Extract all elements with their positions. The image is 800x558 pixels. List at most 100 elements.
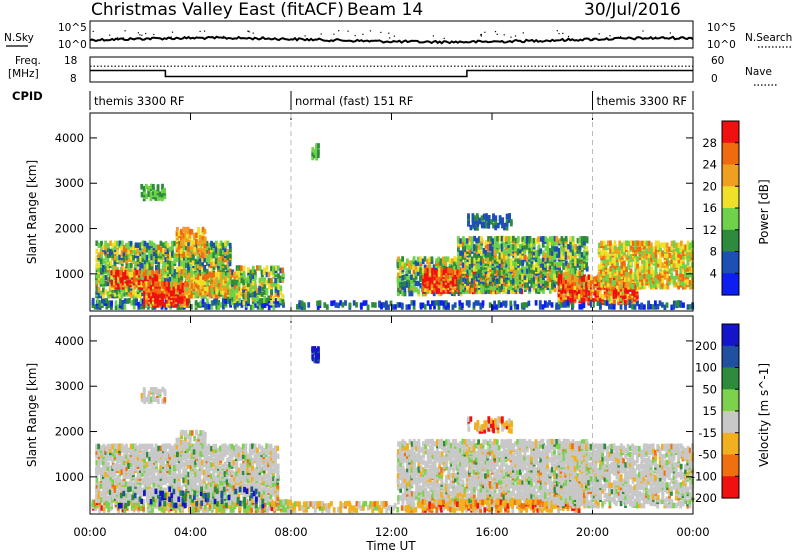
power-cell (480, 236, 483, 242)
power-cell (277, 290, 280, 296)
power-cell (462, 262, 465, 268)
colorbar-tick-label: 16 (702, 201, 717, 215)
power-colorbar-label: Power [dB] (757, 179, 771, 244)
power-cell (679, 301, 682, 307)
noise-search-point (523, 32, 524, 33)
power-cell (659, 300, 662, 306)
power-cell (360, 303, 363, 309)
power-cell (627, 241, 630, 247)
power-cell (524, 282, 527, 288)
power-cell (689, 304, 692, 310)
power-cell (576, 271, 579, 277)
noise-search-point (93, 31, 94, 32)
power-cell (548, 300, 551, 306)
power-cell (475, 238, 478, 244)
noise-search-point (138, 32, 139, 33)
power-cell (147, 281, 150, 287)
power-cell (115, 300, 118, 306)
noise-search-point (515, 35, 516, 36)
power-cell (623, 260, 626, 266)
power-cell (664, 284, 667, 290)
power-cell (281, 268, 284, 274)
colorbar-tick-label: 12 (702, 223, 717, 237)
power-cell (137, 248, 140, 254)
power-cell (192, 261, 195, 267)
power-cell (124, 304, 127, 310)
power-cell (487, 252, 490, 258)
power-cell (119, 298, 122, 304)
power-cell (247, 267, 250, 273)
power-cell (229, 243, 232, 249)
colorbar-segment (722, 165, 739, 187)
noise-search-point (394, 36, 395, 37)
noise-search-point (609, 35, 610, 36)
power-cell (510, 275, 513, 281)
power-cell (509, 301, 512, 307)
power-cell (182, 252, 185, 258)
power-cell (274, 278, 277, 284)
power-cell (104, 241, 107, 247)
power-cell (193, 233, 196, 239)
power-cell (539, 248, 542, 254)
power-cell (501, 217, 504, 223)
power-cell (477, 300, 480, 306)
power-cell (163, 188, 166, 194)
noise-search-point (348, 31, 349, 32)
power-cell (618, 241, 621, 247)
freq-tick-top: 18 (64, 55, 77, 67)
power-cell (387, 304, 390, 310)
power-cell (134, 291, 137, 297)
power-cell (512, 236, 515, 242)
noise-search-point (655, 36, 656, 37)
power-cell (533, 264, 536, 270)
power-cell (344, 300, 347, 306)
velocity-cell (151, 507, 154, 513)
power-cell (410, 285, 413, 291)
power-cell (413, 300, 416, 306)
noise-search-point (682, 36, 683, 37)
power-cell (137, 243, 140, 249)
power-cell (583, 303, 586, 309)
power-cell (154, 190, 157, 196)
power-cell (471, 236, 474, 242)
power-cell (417, 289, 420, 295)
power-cell (206, 298, 209, 304)
power-cell (496, 236, 499, 242)
power-cell (514, 301, 517, 307)
power-cell (631, 304, 634, 310)
beam-label: Beam 14 (347, 0, 423, 20)
noise-search-point (592, 38, 593, 39)
power-cell (578, 279, 581, 285)
power-cell (443, 270, 446, 276)
power-cell (562, 294, 565, 300)
power-cell (415, 281, 418, 287)
power-cell (335, 302, 338, 308)
power-cell (556, 246, 559, 252)
power-cell (620, 304, 623, 310)
power-cell (401, 303, 404, 309)
power-cell (211, 287, 214, 293)
noise-search-point (117, 37, 118, 38)
power-cell (224, 298, 227, 304)
power-cell (272, 296, 275, 302)
power-cell (508, 213, 511, 219)
power-cell (195, 233, 198, 239)
power-cell (187, 246, 190, 252)
power-cell (535, 300, 538, 306)
power-cell (590, 300, 593, 306)
power-cell (562, 279, 565, 285)
colorbar-segment (722, 143, 739, 165)
power-cell (565, 236, 568, 242)
power-cell (270, 278, 273, 284)
noise-search-point (204, 31, 205, 32)
power-cell (212, 261, 215, 267)
power-cell (523, 267, 526, 273)
noise-search-point (433, 35, 434, 36)
power-cell (419, 256, 422, 262)
power-cell (208, 304, 211, 310)
freq-tick-bottom: 8 (70, 73, 77, 85)
noise-search-point (558, 33, 559, 34)
power-cell (567, 277, 570, 283)
